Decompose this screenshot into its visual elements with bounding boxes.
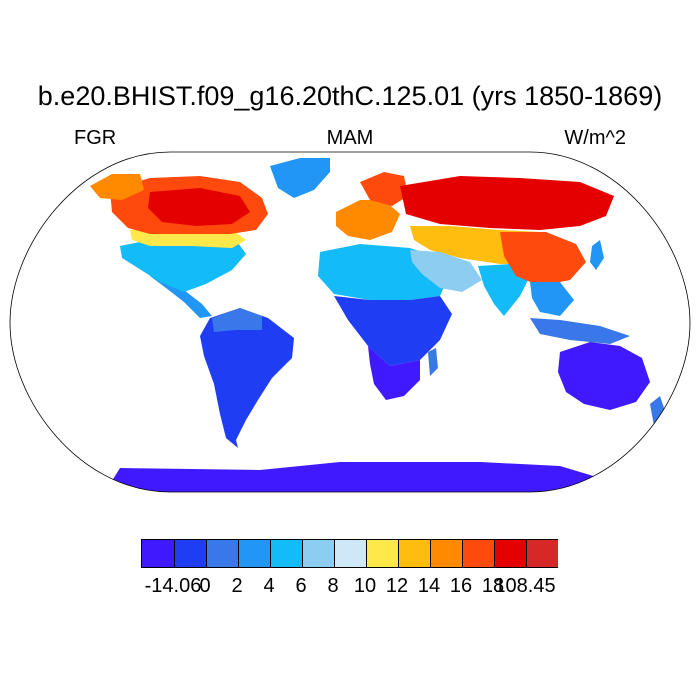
region-madagascar (428, 348, 438, 376)
colorbar (141, 539, 558, 568)
region-canada-core (148, 188, 250, 226)
region-scandinavia (360, 172, 408, 206)
colorbar-tick-label: 2 (231, 575, 243, 597)
region-china (500, 232, 586, 286)
colorbar-tick-label: 10 (353, 575, 377, 597)
region-indonesia (530, 318, 630, 344)
colorbar-box (398, 540, 430, 567)
colorbar-tick-label: 14 (417, 575, 441, 597)
colorbar-box (494, 540, 526, 567)
region-india (478, 264, 530, 316)
region-south-america-north (212, 308, 262, 332)
colorbar-box (302, 540, 334, 567)
colorbar-tick-label: 4 (263, 575, 275, 597)
colorbar-tick-label: 16 (449, 575, 473, 597)
colorbar-tick-label: -14.06 (144, 575, 202, 597)
colorbar-box (462, 540, 494, 567)
region-southeast-asia (530, 282, 574, 316)
colorbar-tick-label: 18 (481, 575, 505, 597)
colorbar-box (334, 540, 366, 567)
region-north-america-south (120, 236, 246, 292)
colorbar-box (366, 540, 398, 567)
colorbar-box (174, 540, 206, 567)
region-europe (336, 200, 400, 240)
region-new-zealand (650, 396, 666, 426)
colorbar-box (238, 540, 270, 567)
region-japan (590, 240, 604, 270)
region-antarctica (100, 462, 600, 492)
colorbar-tick-label: 6 (295, 575, 307, 597)
colorbar-box (526, 540, 558, 567)
season-label: MAM (326, 127, 374, 149)
region-middle-east (410, 250, 482, 292)
region-greenland (270, 158, 330, 198)
colorbar-box (206, 540, 238, 567)
colorbar-tick-label: 108.45 (494, 575, 556, 597)
region-alaska (90, 174, 144, 200)
units-label: W/m^2 (564, 127, 626, 149)
globe-outline (9, 151, 691, 493)
region-australia (558, 342, 650, 410)
colorbar-tick-label: 8 (327, 575, 339, 597)
variable-label: FGR (74, 127, 117, 149)
region-south-america (200, 308, 294, 448)
region-russia (400, 176, 614, 230)
map-title: b.e20.BHIST.f09_g16.20thC.125.01 (yrs 18… (37, 81, 663, 111)
region-africa-central (334, 296, 452, 366)
colorbar-tick-label: 12 (385, 575, 409, 597)
region-africa-south (368, 346, 420, 400)
colorbar-box (270, 540, 302, 567)
colorbar-box (142, 540, 174, 567)
colorbar-tick-label: 0 (199, 575, 211, 597)
colorbar-box (430, 540, 462, 567)
